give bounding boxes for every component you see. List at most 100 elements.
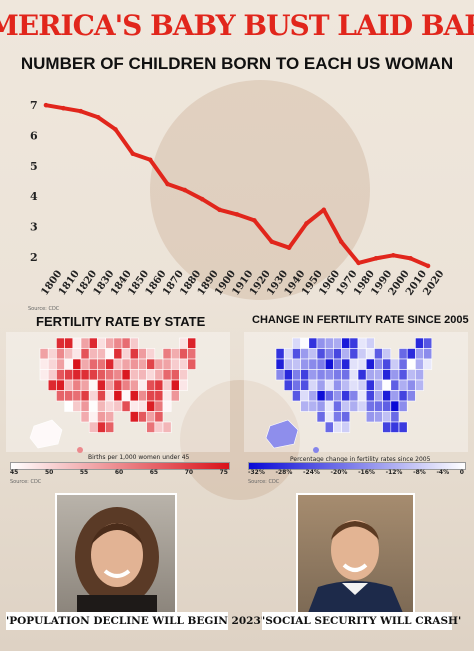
change-state-tile <box>390 411 400 423</box>
fertility-state-tile <box>170 369 180 381</box>
change-state-tile <box>415 337 424 349</box>
change-state-tile <box>374 411 383 423</box>
fertility-state-tile <box>129 348 139 360</box>
change-state-tile <box>341 390 351 402</box>
fertility-state-tile <box>170 348 180 360</box>
legend-tick-label: -16% <box>358 469 375 476</box>
fertility-state-tile <box>39 369 49 381</box>
fertility-state-tile <box>105 411 115 423</box>
fertility-legend-caption: Births per 1,000 women under 45 <box>88 454 190 461</box>
change-state-tile <box>382 411 392 423</box>
change-state-tile <box>398 421 408 433</box>
fertility-state-tile <box>146 390 156 402</box>
fertility-map-title: FERTILITY RATE BY STATE <box>36 314 206 329</box>
change-state-tile <box>316 369 326 381</box>
fertility-state-tile <box>154 421 164 433</box>
data-point <box>234 212 240 217</box>
fertility-state-tile <box>170 390 180 402</box>
fertility-state-tile <box>88 369 98 381</box>
fertility-state-tile <box>113 337 123 349</box>
fertility-state-tile <box>179 379 188 391</box>
fertility-state-tile <box>154 411 164 423</box>
headline: AMERICA'S BABY BUST LAID BARE <box>0 8 474 42</box>
change-state-tile <box>398 400 408 412</box>
change-state-tile <box>415 348 424 360</box>
fertility-state-tile <box>154 400 164 412</box>
fertility-state-tile <box>88 400 98 412</box>
change-state-tile <box>415 358 424 370</box>
change-state-tile <box>374 348 383 360</box>
change-state-tile <box>341 369 351 381</box>
change-state-tile <box>382 390 392 402</box>
change-state-tile <box>357 337 367 349</box>
change-state-tile <box>300 348 310 360</box>
fertility-state-tile <box>39 358 49 370</box>
fertility-state-tile <box>47 348 57 360</box>
change-state-tile <box>333 358 342 370</box>
fertility-state-tile <box>56 379 65 391</box>
fertility-state-tile <box>80 358 90 370</box>
change-state-tile <box>275 348 285 360</box>
data-point <box>356 260 361 266</box>
change-state-tile <box>283 379 293 391</box>
fertility-state-tile <box>138 348 147 360</box>
change-state-tile <box>374 400 383 412</box>
legend-tick-label: -20% <box>330 469 348 476</box>
change-state-tile <box>316 348 326 360</box>
fertility-hawaii <box>77 447 83 453</box>
change-state-tile <box>341 358 351 370</box>
change-state-tile <box>300 400 310 412</box>
change-state-tile <box>333 421 342 433</box>
legend-tick-label: 65 <box>149 469 159 476</box>
fertility-state-tile <box>88 411 98 423</box>
fertility-state-tile <box>187 337 197 349</box>
change-state-tile <box>415 379 424 391</box>
change-state-tile <box>316 390 326 402</box>
legend-tick-label: 60 <box>114 469 124 476</box>
line-chart-source: Source: CDC <box>28 306 60 312</box>
change-state-tile <box>333 400 342 412</box>
change-state-tile <box>349 400 359 412</box>
change-state-tile <box>406 369 416 381</box>
fertility-state-tile <box>138 390 147 402</box>
change-state-tile <box>308 358 318 370</box>
fertility-state-tile <box>170 379 180 391</box>
data-point <box>147 157 153 163</box>
fertility-state-tile <box>129 358 139 370</box>
data-point <box>217 207 222 213</box>
data-point <box>425 263 431 269</box>
change-state-tile <box>341 400 351 412</box>
fertility-state-tile <box>72 369 82 381</box>
fertility-state-tile <box>56 337 65 349</box>
fertility-legend-bar <box>10 462 230 470</box>
change-state-tile <box>292 348 301 360</box>
change-state-tile <box>357 369 367 381</box>
legend-tick-label: 55 <box>79 469 89 476</box>
change-state-tile <box>316 379 326 391</box>
fertility-state-tile <box>72 337 82 349</box>
change-state-tile <box>292 358 301 370</box>
change-source: Source: CDC <box>248 479 280 485</box>
change-state-tile <box>382 421 392 433</box>
fertility-state-tile <box>187 358 197 370</box>
legend-tick-label: 75 <box>219 469 228 476</box>
left-quote: 'POPULATION DECLINE WILL BEGIN 2023' <box>6 612 264 630</box>
change-state-tile <box>406 348 416 360</box>
fertility-state-tile <box>179 358 188 370</box>
change-state-tile <box>357 348 367 360</box>
fertility-state-tile <box>129 400 139 412</box>
change-state-tile <box>316 337 326 349</box>
fertility-state-tile <box>64 390 74 402</box>
change-state-tile <box>398 358 408 370</box>
fertility-state-tile <box>162 390 172 402</box>
change-state-tile <box>415 369 424 381</box>
fertility-state-tile <box>72 358 82 370</box>
change-state-tile <box>357 400 367 412</box>
change-state-tile <box>300 379 310 391</box>
fertility-state-tile <box>56 390 65 402</box>
y-tick-label: 6 <box>30 130 38 143</box>
fertility-state-tile <box>97 369 106 381</box>
change-state-tile <box>365 358 375 370</box>
change-alaska <box>265 419 299 449</box>
y-tick-label: 7 <box>30 99 38 112</box>
